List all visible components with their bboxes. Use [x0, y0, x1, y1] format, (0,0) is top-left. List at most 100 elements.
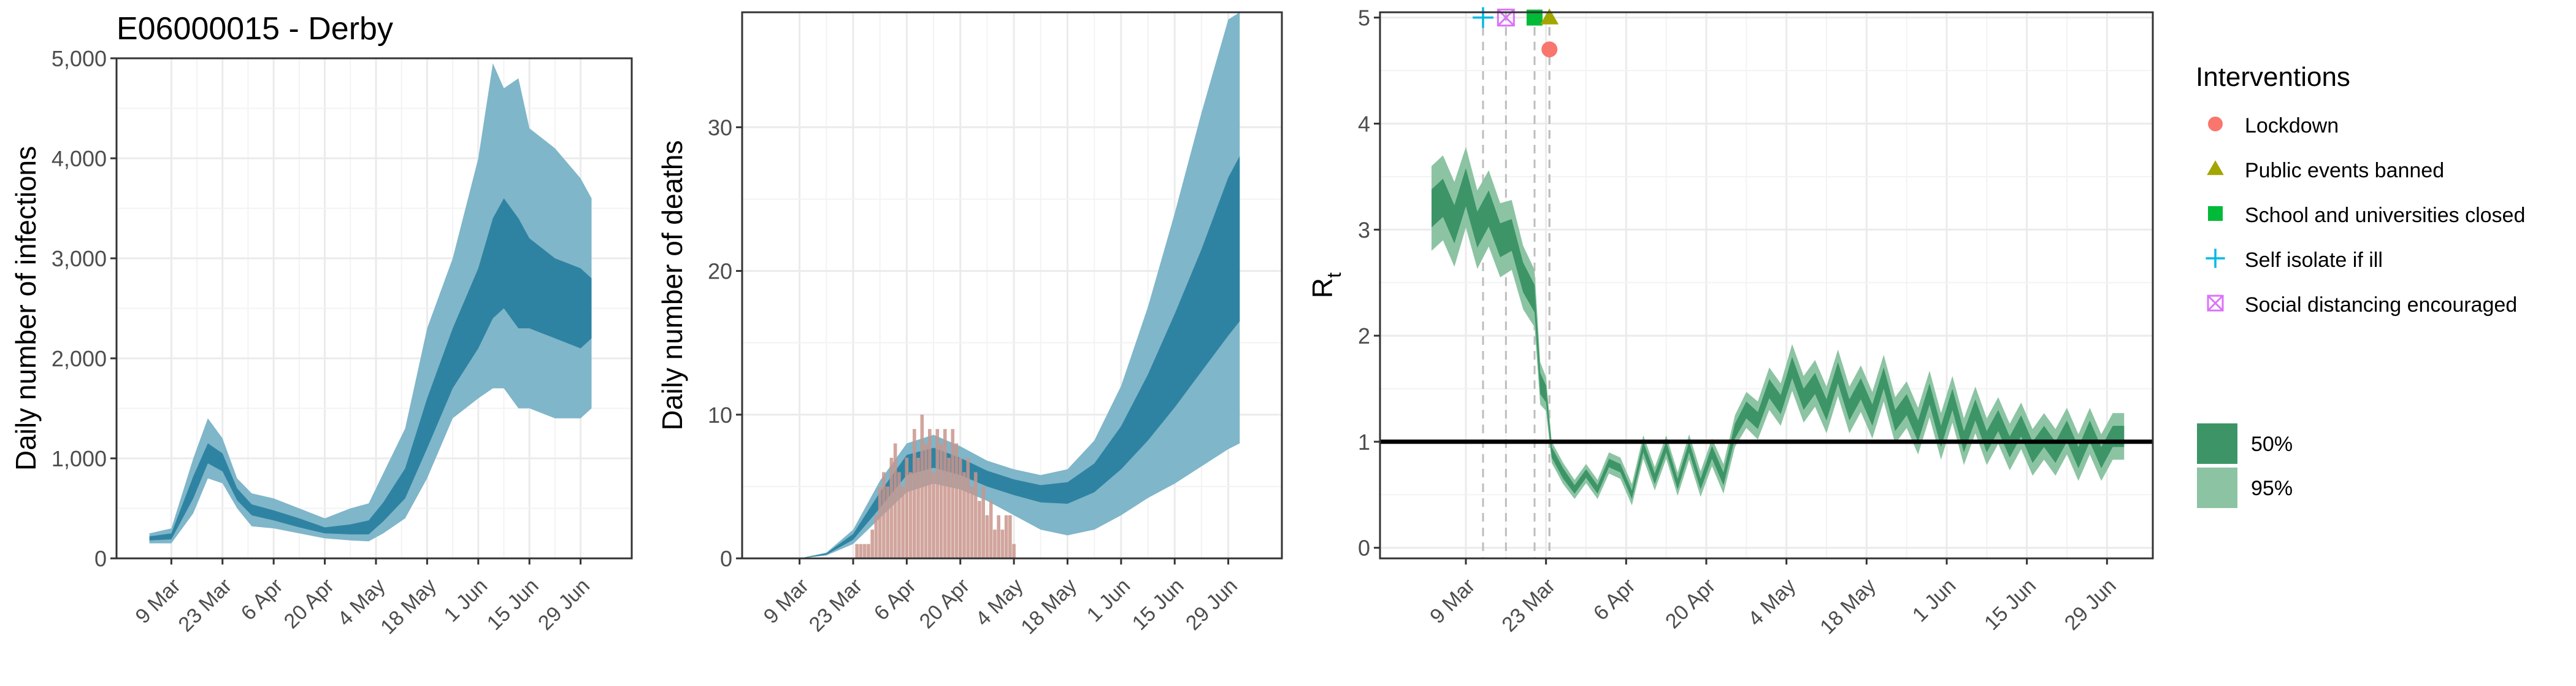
death-bar [1008, 515, 1012, 558]
death-bar [924, 443, 928, 558]
intervention-marker [1540, 8, 1559, 25]
death-bar [908, 472, 913, 558]
death-bar [928, 429, 932, 558]
legend-item-label: Public events banned [2245, 159, 2444, 182]
legend-band-swatch [2197, 423, 2237, 464]
x-tick-label: 20 Apr [915, 574, 974, 633]
y-tick-label: 5 [1358, 6, 1370, 31]
death-bar [981, 486, 985, 558]
legend-marker [2206, 249, 2225, 268]
x-tick-label: 18 May [1815, 574, 1880, 639]
legend-band-label: 95% [2251, 477, 2293, 500]
x-tick-label: 23 Mar [1497, 574, 1560, 637]
death-bar [882, 472, 886, 558]
death-bar [920, 414, 924, 558]
legend-marker [2207, 295, 2224, 312]
death-bar [893, 443, 897, 558]
death-bar [855, 544, 859, 558]
x-tick-label: 18 May [1016, 574, 1081, 639]
death-bar [943, 429, 947, 558]
y-tick-label: 0 [720, 546, 732, 571]
death-bar [997, 515, 1000, 558]
band-95 [799, 12, 1240, 558]
y-axis-title: Rt [1306, 272, 1345, 298]
death-bar [878, 486, 882, 558]
death-bar [954, 443, 959, 558]
y-axis-title-main: R [1306, 278, 1338, 298]
death-bar [889, 458, 894, 558]
y-tick-label: 30 [708, 115, 732, 140]
intervention-marker [1473, 7, 1493, 28]
legend-item-label: Self isolate if ill [2245, 249, 2383, 272]
death-bar [901, 486, 905, 558]
x-tick-label: 20 Apr [280, 574, 339, 633]
death-bar [867, 544, 870, 558]
legend-marker [2208, 206, 2223, 221]
x-tick-label: 15 Jun [1128, 574, 1189, 635]
death-bar [886, 486, 889, 558]
death-bar [935, 429, 940, 558]
y-tick-label: 0 [94, 546, 107, 571]
death-bar [985, 515, 989, 558]
panel-border [741, 11, 1283, 560]
x-tick-label: 29 Jun [2060, 574, 2121, 635]
death-bar [989, 501, 993, 558]
intervention-marker [1541, 41, 1558, 58]
death-bar [973, 472, 978, 558]
death-bar [939, 443, 943, 558]
death-bar [958, 458, 962, 558]
death-bar [978, 501, 981, 558]
death-bar [1000, 530, 1005, 558]
death-bar [862, 544, 867, 558]
legend-band-label: 50% [2251, 433, 2293, 456]
death-bar [966, 458, 970, 558]
legend-title: Interventions [2196, 62, 2350, 92]
y-axis-title: Daily number of infections [10, 146, 42, 471]
x-tick-label: 9 Mar [1425, 574, 1479, 628]
legend-item-label: Social distancing encouraged [2245, 293, 2517, 317]
death-bar [951, 429, 955, 558]
legend-marker [2207, 160, 2224, 175]
x-tick-label: 4 May [1744, 574, 1800, 631]
x-tick-label: 15 Jun [1980, 574, 2041, 635]
y-tick-label: 1 [1358, 430, 1370, 455]
x-tick-label: 29 Jun [534, 574, 594, 635]
death-bar [874, 515, 878, 558]
legend-marker [2208, 117, 2223, 131]
y-tick-label: 1,000 [52, 446, 107, 471]
x-tick-label: 15 Jun [483, 574, 543, 635]
y-tick-label: 20 [708, 259, 732, 284]
y-tick-label: 2,000 [52, 346, 107, 371]
y-axis-title-subscript: t [1323, 272, 1345, 278]
x-tick-label: 20 Apr [1661, 574, 1720, 633]
y-tick-label: 4 [1358, 111, 1370, 136]
band-95 [149, 63, 592, 544]
death-bar [897, 472, 901, 558]
death-bar [993, 530, 997, 558]
legend-item-label: School and universities closed [2245, 204, 2525, 227]
x-tick-label: 6 Apr [1589, 574, 1640, 625]
death-bar [947, 458, 951, 558]
x-tick-label: 18 May [376, 574, 441, 639]
band-50 [799, 156, 1240, 558]
x-tick-label: 29 Jun [1181, 574, 1242, 635]
chart-title: E06000015 - Derby [117, 11, 393, 47]
death-bar [916, 458, 920, 558]
legend-item-label: Lockdown [2245, 114, 2339, 137]
rt-band-95 [1432, 147, 2125, 506]
death-bar [913, 429, 916, 558]
legend-band-swatch [2197, 468, 2237, 508]
band-50 [149, 198, 592, 541]
death-bar [905, 458, 909, 558]
y-tick-label: 3 [1358, 217, 1370, 242]
death-bar [870, 530, 875, 558]
y-tick-label: 2 [1358, 323, 1370, 349]
panel-border [115, 57, 633, 560]
death-bar [1004, 515, 1008, 558]
x-tick-label: 1 Jun [1083, 574, 1135, 627]
x-tick-label: 23 Mar [805, 574, 867, 637]
y-axis-title: Daily number of deaths [656, 140, 688, 430]
y-tick-label: 0 [1358, 536, 1370, 561]
